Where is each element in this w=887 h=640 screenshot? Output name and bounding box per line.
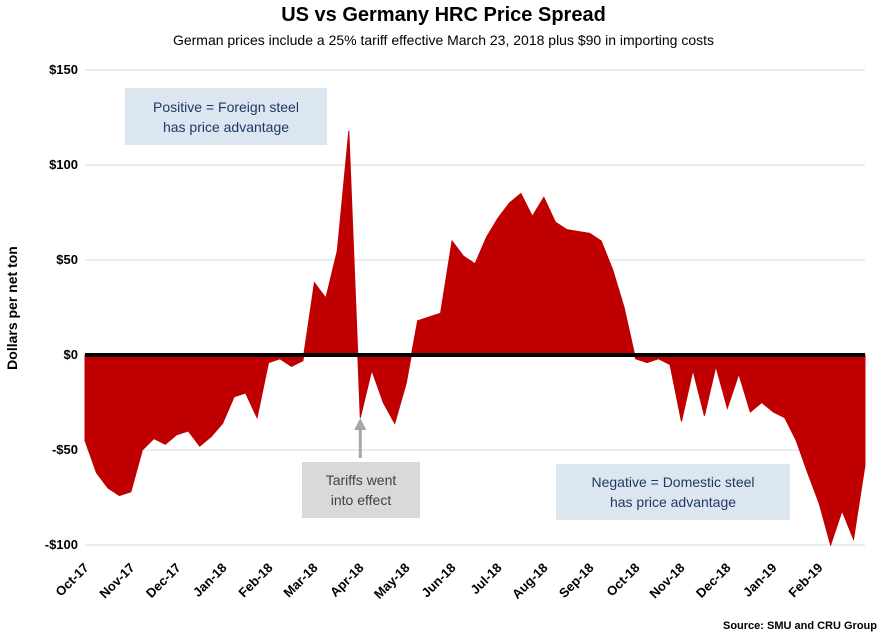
y-tick-label: -$100 <box>44 537 78 552</box>
annotation-tariff-line1: Tariffs went <box>325 472 397 488</box>
y-tick-label: $0 <box>63 347 78 362</box>
y-tick-label: $150 <box>49 62 78 77</box>
annotation-positive-line2: has price advantage <box>162 118 290 135</box>
annotation-negative-line2: has price advantage <box>609 494 737 510</box>
annotation-negative-line1: Negative = Domestic steel <box>591 474 755 490</box>
chart-title: US vs Germany HRC Price Spread <box>281 4 606 26</box>
annotation-tariff-line2: into effect <box>330 492 392 508</box>
price-spread-area-series <box>84 130 866 547</box>
annotation-positive-line1: Positive = Foreign steel <box>153 98 299 115</box>
annotation-negative-note: Negative = Domestic steel has price adva… <box>556 464 790 520</box>
y-tick-label: $100 <box>49 157 78 172</box>
y-tick-label: $50 <box>56 252 78 267</box>
annotation-positive-note: Positive = Foreign steel has price advan… <box>125 88 327 145</box>
chart-subtitle: German prices include a 25% tariff effec… <box>172 32 715 48</box>
tariff-arrow-head <box>354 418 367 430</box>
source-note: Source: SMU and CRU Group <box>722 620 877 632</box>
annotation-tariff-note: Tariffs went into effect <box>302 462 420 518</box>
y-tick-label: -$50 <box>51 442 78 457</box>
